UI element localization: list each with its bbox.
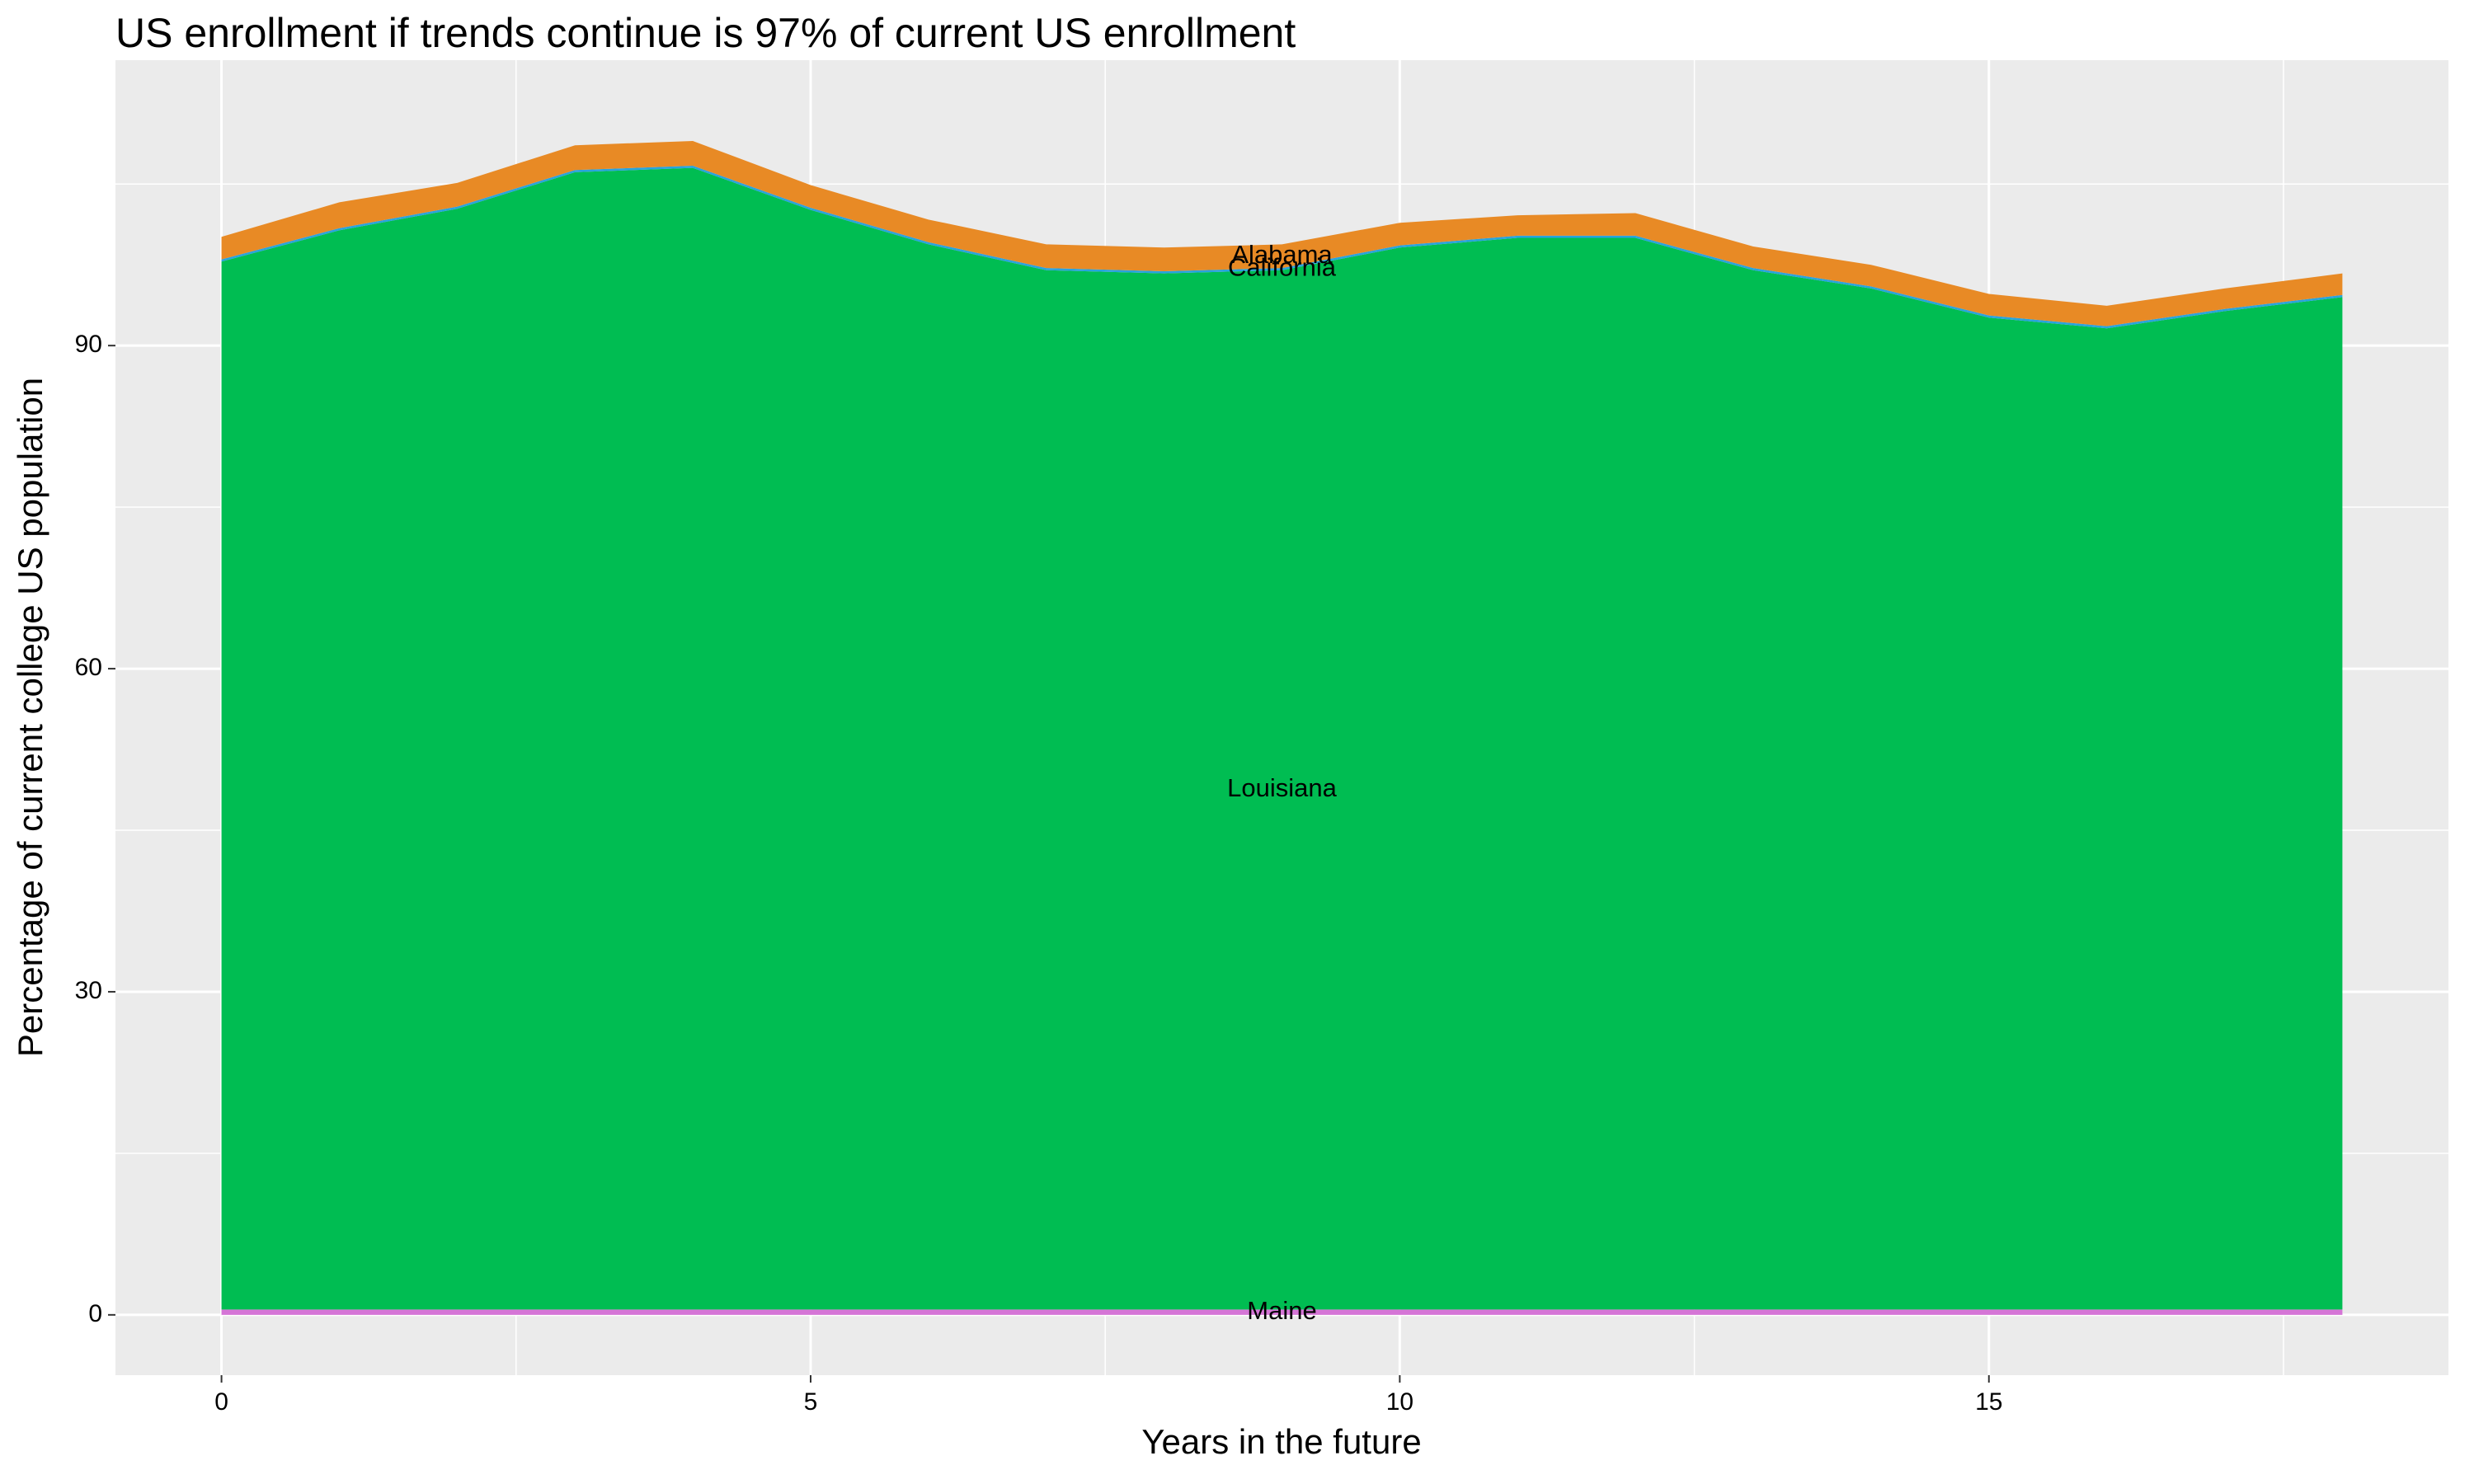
- x-tick-label: 5: [804, 1388, 818, 1416]
- y-axis-label: Percentage of current college US populat…: [11, 378, 49, 1057]
- x-tick-label: 15: [1975, 1388, 2002, 1416]
- area-label: Alabama: [1231, 240, 1333, 269]
- x-tick-label: 10: [1386, 1388, 1413, 1416]
- area: [221, 140, 2343, 326]
- area-label: Louisiana: [1227, 773, 1337, 802]
- area: [221, 167, 2343, 1310]
- area-label: Maine: [1247, 1296, 1316, 1325]
- area-label: California: [1228, 253, 1337, 282]
- chart-title: US enrollment if trends continue is 97% …: [115, 10, 1296, 56]
- x-axis-label: Years in the future: [1141, 1422, 1421, 1461]
- y-tick-label: 90: [75, 331, 102, 358]
- y-tick-label: 60: [75, 654, 102, 681]
- x-tick-label: 0: [214, 1388, 228, 1416]
- y-tick-label: 30: [75, 977, 102, 1004]
- area: [221, 1309, 2343, 1315]
- y-tick-label: 0: [88, 1300, 102, 1327]
